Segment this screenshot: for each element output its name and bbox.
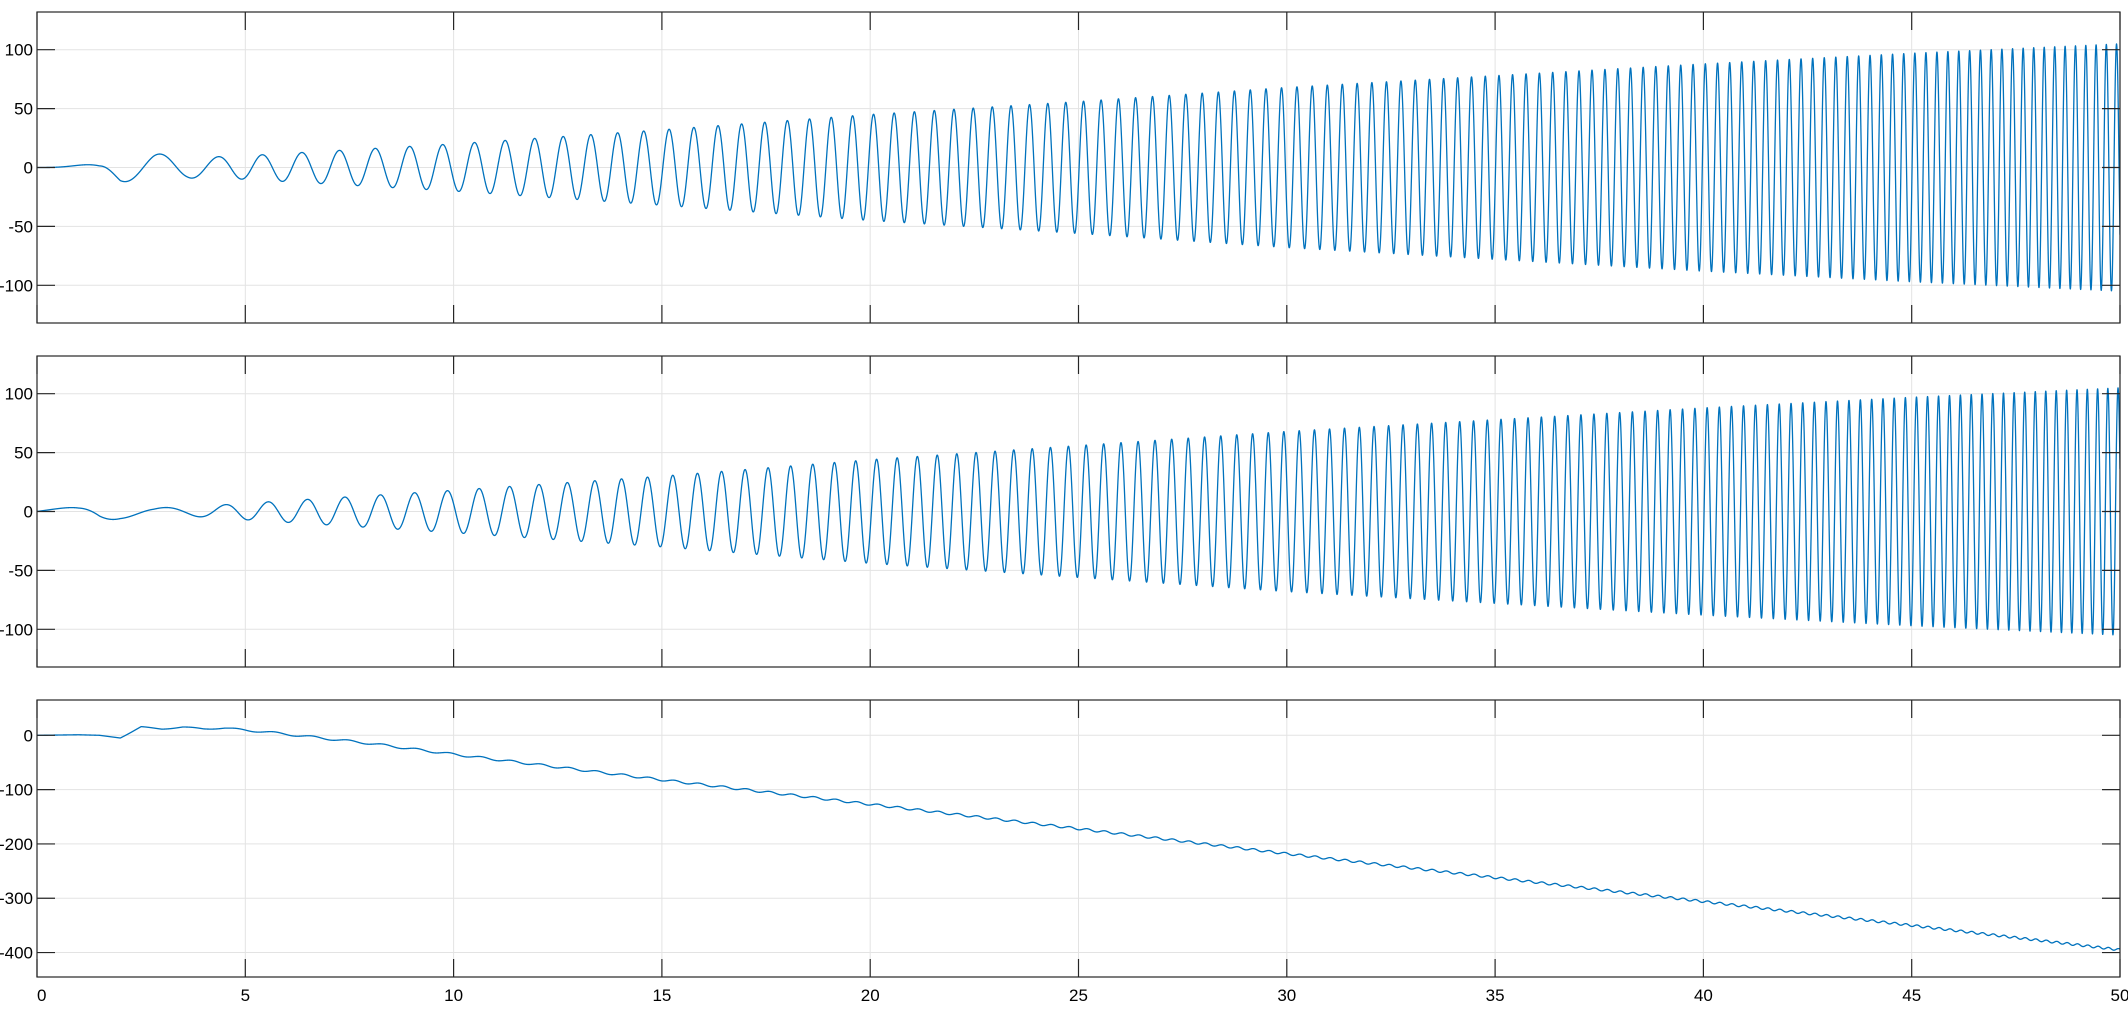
y-tick-label-2-0: -400	[0, 944, 33, 963]
x-tick-label-2-1: 5	[241, 986, 250, 1005]
y-tick-label-0-2: 0	[24, 159, 33, 178]
y-tick-label-2-3: -100	[0, 781, 33, 800]
x-tick-label-2-4: 20	[861, 986, 880, 1005]
y-tick-label-1-4: 100	[5, 385, 33, 404]
y-tick-label-0-1: -50	[8, 217, 33, 236]
x-tick-label-2-3: 15	[652, 986, 671, 1005]
series-line-0-0	[37, 43, 2120, 292]
x-tick-label-2-7: 35	[1486, 986, 1505, 1005]
chart-panel-top: -100 -50 0 50 100	[0, 11, 2121, 324]
chart-panel-bottom: 0 5 10 15 20 25 30 35 40 45 50 -400 -300 -200 -100 0	[0, 699, 2128, 1005]
x-tick-label-2-5: 25	[1069, 986, 1088, 1005]
y-tick-label-1-0: -100	[0, 620, 33, 639]
y-tick-label-2-2: -200	[0, 835, 33, 854]
x-tick-label-2-8: 40	[1694, 986, 1713, 1005]
y-tick-label-1-1: -50	[8, 561, 33, 580]
y-tick-label-1-2: 0	[24, 503, 33, 522]
chart-panel-middle: -100 -50 0 50 100	[0, 355, 2121, 668]
x-tick-label-2-2: 10	[444, 986, 463, 1005]
series-line-1-0	[37, 387, 2120, 636]
x-tick-label-2-0: 0	[37, 986, 46, 1005]
y-tick-label-0-3: 50	[14, 100, 33, 119]
y-tick-label-0-4: 100	[5, 41, 33, 60]
y-tick-label-0-0: -100	[0, 276, 33, 295]
series-line-2-0	[37, 725, 2120, 951]
x-tick-label-2-9: 45	[1902, 986, 1921, 1005]
y-tick-label-2-1: -300	[0, 889, 33, 908]
x-tick-label-2-6: 30	[1277, 986, 1296, 1005]
y-tick-label-2-4: 0	[24, 726, 33, 745]
x-tick-label-2-10: 50	[2111, 986, 2128, 1005]
y-tick-label-1-3: 50	[14, 444, 33, 463]
